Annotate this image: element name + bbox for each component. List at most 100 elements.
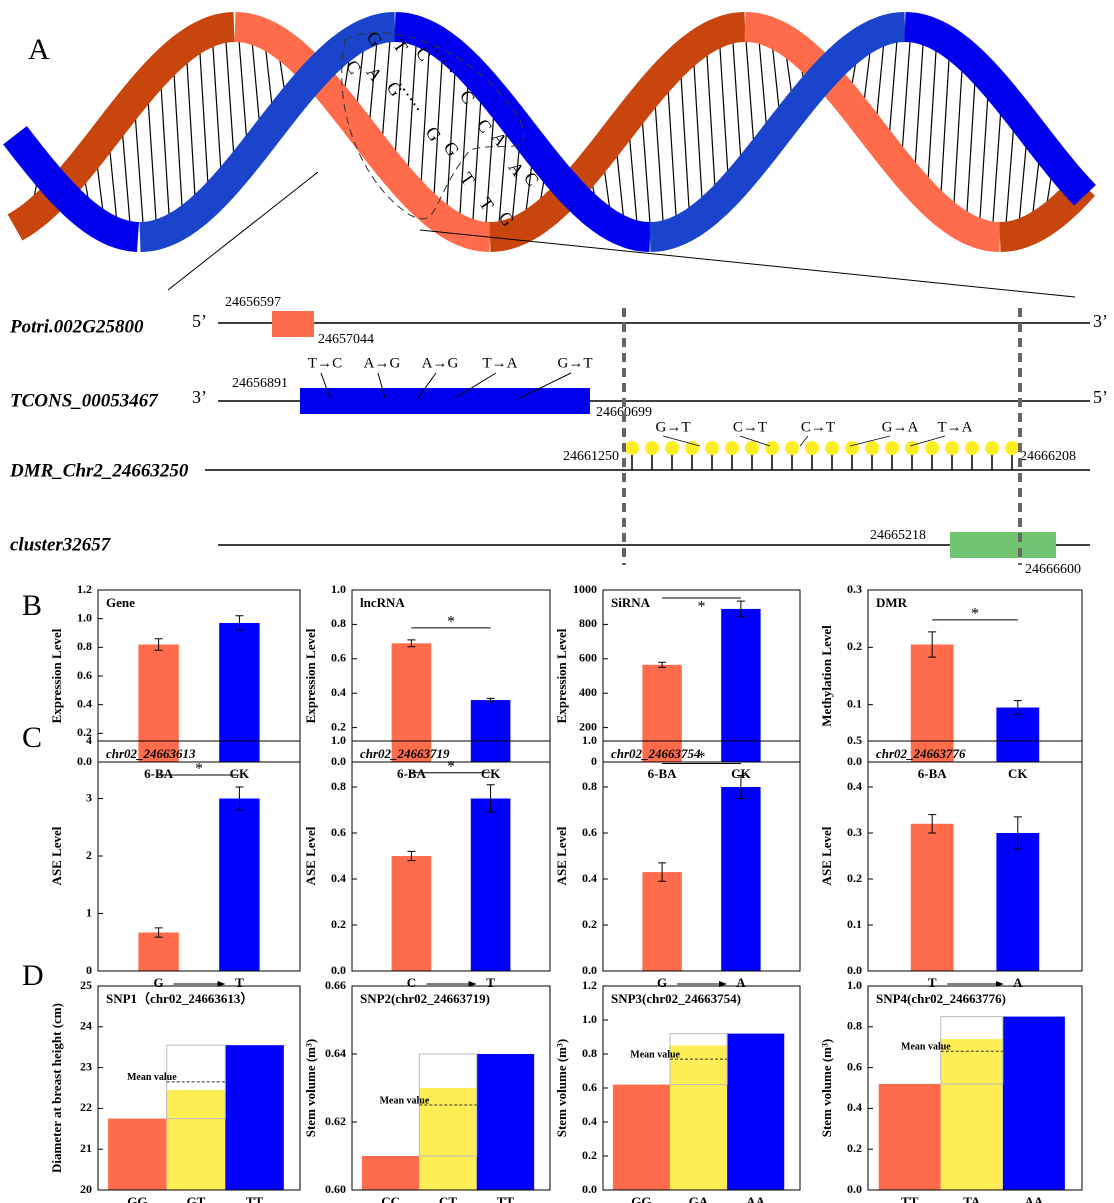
y-tick-label: 0.60 bbox=[325, 1182, 346, 1196]
y-axis-label: Diameter at breast height (cm) bbox=[49, 1003, 64, 1173]
cpg-site bbox=[705, 441, 719, 455]
chart-title: chr02_24663719 bbox=[360, 746, 450, 761]
x-tick-label: A bbox=[1013, 975, 1023, 990]
helix-rung bbox=[706, 39, 716, 204]
y-tick-label: 0.6 bbox=[331, 651, 346, 665]
y-tick-label: 1 bbox=[86, 905, 92, 919]
helix-rung bbox=[927, 35, 937, 197]
track-name: DMR_Chr2_24663250 bbox=[9, 460, 189, 481]
y-tick-label: 400 bbox=[579, 685, 597, 699]
cpg-site bbox=[905, 441, 919, 455]
y-tick-label: 23 bbox=[80, 1059, 92, 1073]
cpg-site bbox=[1005, 441, 1019, 455]
position: 24666208 bbox=[1020, 449, 1076, 464]
position: 24656891 bbox=[232, 376, 288, 391]
significance-mark: * bbox=[195, 761, 203, 778]
helix-letter: C bbox=[456, 86, 479, 107]
y-tick-label: 1000 bbox=[573, 582, 597, 596]
y-tick-label: 0.6 bbox=[582, 1080, 597, 1094]
x-tick-label: T bbox=[235, 975, 244, 990]
bar bbox=[996, 833, 1039, 971]
y-tick-label: 0.0 bbox=[582, 963, 597, 977]
x-tick-label: 6-BA bbox=[918, 766, 948, 781]
chart-title: Gene bbox=[106, 595, 135, 610]
y-tick-label: 0.2 bbox=[582, 1148, 597, 1162]
y-tick-label: 1.2 bbox=[77, 582, 92, 596]
y-tick-label: 0.8 bbox=[77, 639, 92, 653]
y-axis-label: ASE Level bbox=[49, 826, 64, 885]
y-tick-label: 0.1 bbox=[847, 917, 862, 931]
x-tick-label: CT bbox=[439, 1194, 457, 1203]
mutation: A→G bbox=[364, 355, 401, 371]
mean-label: Mean value bbox=[901, 1042, 951, 1053]
chart-title: chr02_24663613 bbox=[106, 746, 196, 761]
chart-title: chr02_24663776 bbox=[876, 746, 966, 761]
mutation: C→T bbox=[733, 419, 767, 435]
y-tick-label: 1.0 bbox=[582, 733, 597, 747]
x-tick-label: GG bbox=[127, 1194, 147, 1203]
strand-end: 3’ bbox=[1093, 311, 1108, 331]
helix-rung bbox=[979, 78, 989, 233]
lncrna-box bbox=[300, 388, 590, 414]
y-tick-label: 0.2 bbox=[847, 1141, 862, 1155]
mean-label: Mean value bbox=[127, 1072, 177, 1083]
y-tick-label: 2 bbox=[86, 848, 92, 862]
y-tick-label: 0.0 bbox=[331, 963, 346, 977]
x-tick-label: CK bbox=[1008, 766, 1028, 781]
track-name: cluster32657 bbox=[10, 534, 112, 555]
bar bbox=[996, 708, 1039, 762]
cpg-site bbox=[885, 441, 899, 455]
helix-letter: G bbox=[422, 123, 446, 145]
helix-rung bbox=[680, 59, 690, 225]
y-tick-label: 0.8 bbox=[582, 779, 597, 793]
bar bbox=[721, 787, 760, 971]
bar bbox=[670, 1046, 727, 1191]
x-tick-label: 6-BA bbox=[648, 766, 678, 781]
chart-title: SNP2(chr02_24663719) bbox=[360, 991, 490, 1006]
cpg-site bbox=[765, 441, 779, 455]
y-axis-label: Methylation Level bbox=[819, 625, 834, 727]
strand-end: 5’ bbox=[1093, 387, 1108, 407]
chart-title: DMR bbox=[876, 595, 908, 610]
x-tick-label: GT bbox=[187, 1194, 206, 1203]
helix-rung bbox=[212, 31, 222, 188]
y-tick-label: 0 bbox=[86, 963, 92, 977]
x-tick-label: AA bbox=[1024, 1194, 1043, 1203]
y-tick-label: 1.0 bbox=[847, 978, 862, 992]
x-tick-label: CK bbox=[230, 766, 250, 781]
x-tick-label: TA bbox=[963, 1194, 981, 1203]
x-tick-label: 6-BA bbox=[144, 766, 174, 781]
mutation: G→T bbox=[558, 355, 593, 371]
y-tick-label: 0.3 bbox=[847, 582, 862, 596]
plot-frame bbox=[868, 741, 1082, 971]
helix-rung bbox=[654, 86, 664, 235]
helix-letter: A bbox=[363, 63, 387, 85]
cpg-site bbox=[645, 441, 659, 455]
x-tick-label: CC bbox=[381, 1194, 400, 1203]
bar bbox=[225, 1045, 284, 1190]
y-axis-label: ASE Level bbox=[819, 826, 834, 885]
y-tick-label: 0.8 bbox=[331, 779, 346, 793]
position: 24657044 bbox=[318, 332, 374, 347]
helix-rung bbox=[160, 69, 170, 230]
track-name: Potri.002G25800 bbox=[9, 316, 144, 337]
cpg-site bbox=[985, 441, 999, 455]
x-tick-label: GG bbox=[631, 1194, 651, 1203]
helix-letter: G bbox=[440, 138, 464, 160]
y-tick-label: 0.8 bbox=[331, 616, 346, 630]
y-tick-label: 22 bbox=[80, 1100, 92, 1114]
y-tick-label: 0.4 bbox=[847, 1100, 862, 1114]
bar bbox=[941, 1039, 1003, 1190]
y-tick-label: 0.8 bbox=[582, 1046, 597, 1060]
bar bbox=[911, 644, 954, 762]
y-axis-label: Stem volume (m³) bbox=[554, 1039, 569, 1137]
dna-helix: GTC……CCAACCAG……GGTTG bbox=[15, 27, 1085, 237]
mean-label: Mean value bbox=[630, 1049, 680, 1060]
mutation: A→G bbox=[422, 355, 459, 371]
strand-end: 3’ bbox=[192, 387, 207, 407]
y-tick-label: 25 bbox=[80, 978, 92, 992]
y-tick-label: 0.5 bbox=[847, 733, 862, 747]
x-tick-label: T bbox=[928, 975, 937, 990]
y-tick-label: 0.6 bbox=[77, 668, 92, 682]
cpg-site bbox=[945, 441, 959, 455]
